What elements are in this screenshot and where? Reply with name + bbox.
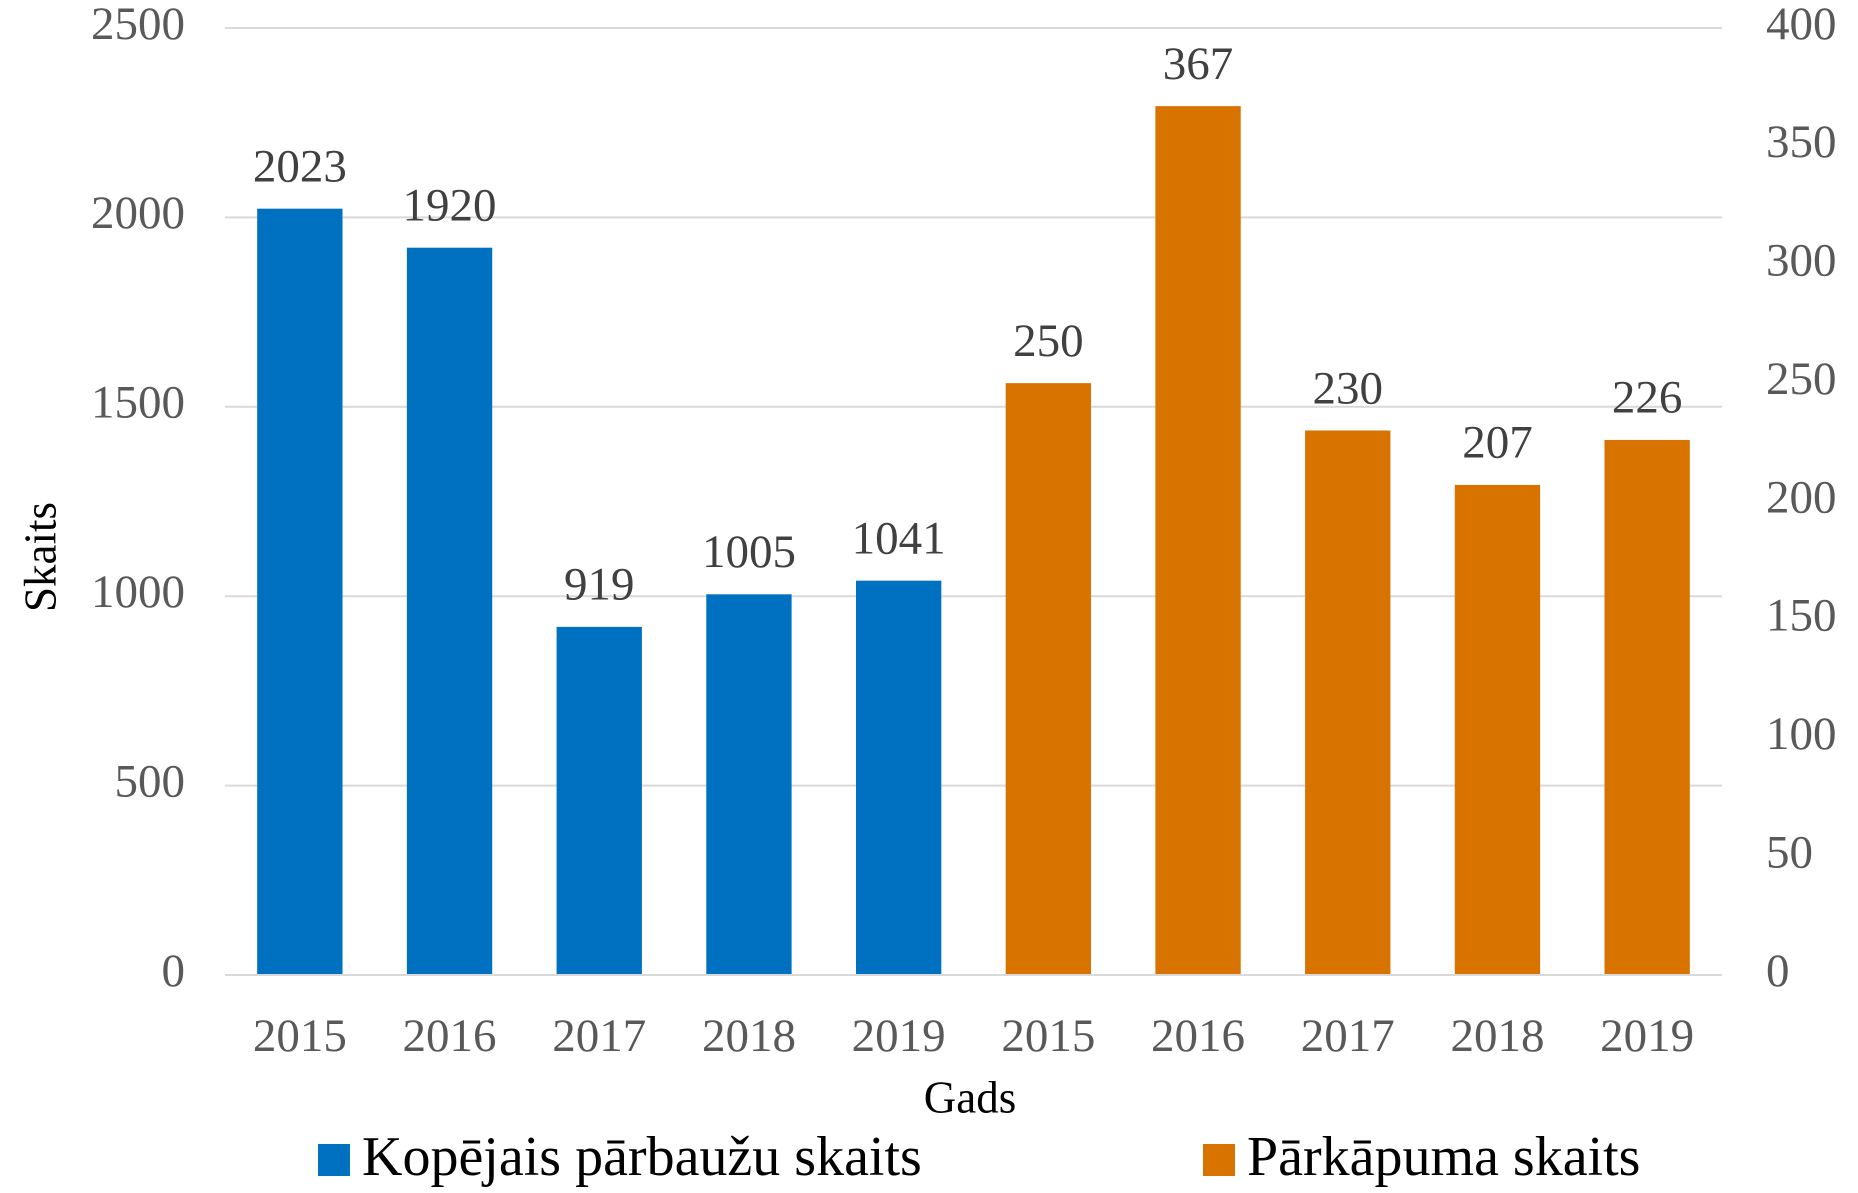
x-axis-label: Gads bbox=[924, 1072, 1016, 1122]
y-tick-label: 500 bbox=[115, 755, 186, 807]
x-tick-label: 2018 bbox=[1450, 1010, 1544, 1062]
legend-swatch bbox=[318, 1144, 350, 1176]
y2-tick-label: 250 bbox=[1766, 353, 1837, 405]
bar bbox=[1454, 484, 1541, 975]
data-label: 250 bbox=[1013, 315, 1084, 367]
y2-tick-label: 400 bbox=[1766, 0, 1837, 50]
legend-label: Pārkāpuma skaits bbox=[1247, 1126, 1640, 1188]
bar bbox=[706, 594, 792, 975]
x-tick-label: 2016 bbox=[1151, 1010, 1245, 1062]
bar bbox=[556, 626, 642, 975]
x-tick-label: 2015 bbox=[253, 1010, 347, 1062]
x-tick-label: 2015 bbox=[1001, 1010, 1095, 1062]
data-label: 207 bbox=[1462, 417, 1533, 469]
x-tick-label: 2019 bbox=[852, 1010, 946, 1062]
x-tick-label: 2017 bbox=[552, 1010, 646, 1062]
data-label: 2023 bbox=[253, 140, 347, 192]
y2-tick-label: 350 bbox=[1766, 116, 1837, 168]
bar bbox=[1155, 106, 1241, 975]
y-tick-label: 0 bbox=[162, 945, 186, 997]
y2-tick-label: 150 bbox=[1766, 590, 1837, 642]
data-label: 919 bbox=[564, 559, 635, 611]
legend-swatch bbox=[1203, 1144, 1235, 1176]
bar bbox=[1005, 383, 1092, 975]
y2-tick-label: 0 bbox=[1766, 945, 1790, 997]
data-label: 230 bbox=[1313, 362, 1384, 414]
y2-tick-label: 50 bbox=[1766, 826, 1813, 878]
x-tick-label: 2018 bbox=[702, 1010, 796, 1062]
data-label: 1920 bbox=[403, 179, 497, 231]
y-tick-label: 1500 bbox=[91, 377, 185, 429]
y2-tick-label: 300 bbox=[1766, 235, 1837, 287]
y2-tick-label: 100 bbox=[1766, 708, 1837, 760]
data-label: 1041 bbox=[852, 512, 946, 564]
bar bbox=[1604, 439, 1690, 975]
data-label: 367 bbox=[1163, 38, 1234, 90]
y-axis-label: Skaits bbox=[15, 502, 65, 612]
x-tick-label: 2019 bbox=[1600, 1010, 1694, 1062]
bar bbox=[406, 247, 493, 976]
data-label: 1005 bbox=[702, 526, 796, 578]
y-tick-label: 2000 bbox=[91, 187, 185, 239]
data-label: 226 bbox=[1612, 372, 1683, 424]
bar bbox=[1305, 430, 1391, 976]
x-tick-label: 2017 bbox=[1301, 1010, 1395, 1062]
legend-label: Kopējais pārbaužu skaits bbox=[362, 1126, 922, 1188]
bar bbox=[855, 580, 942, 975]
x-tick-label: 2016 bbox=[403, 1010, 497, 1062]
bar bbox=[257, 208, 343, 975]
y2-tick-label: 200 bbox=[1766, 471, 1837, 523]
y-tick-label: 1000 bbox=[91, 566, 185, 618]
y-tick-label: 2500 bbox=[91, 0, 185, 50]
